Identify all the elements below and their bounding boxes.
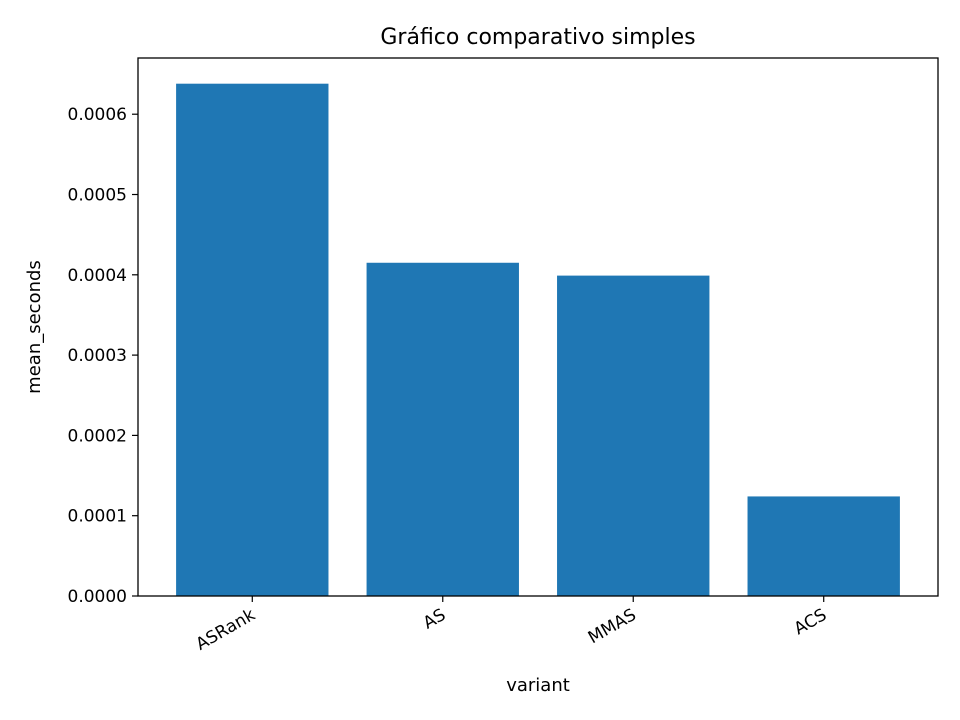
y-tick-label: 0.0000 xyxy=(68,587,127,607)
bar-asrank xyxy=(176,83,329,597)
bar-mmas xyxy=(557,275,710,596)
y-tick-label: 0.0004 xyxy=(68,266,127,286)
bar-as xyxy=(366,262,519,596)
y-tick-label: 0.0003 xyxy=(68,346,127,366)
bars-group xyxy=(176,83,900,597)
y-axis-ticks: 0.0000 0.0001 0.0002 0.0003 0.0004 0.0005 0.00… xyxy=(68,105,138,607)
chart-title: Gráfico comparativo simples xyxy=(380,25,695,50)
bar-acs xyxy=(747,496,900,596)
y-tick-label: 0.0005 xyxy=(68,186,127,206)
x-axis-label: variant xyxy=(506,675,570,696)
y-tick-label: 0.0006 xyxy=(68,105,127,125)
plot-frame xyxy=(137,57,939,597)
y-tick-label: 0.0001 xyxy=(68,507,127,527)
y-tick-label: 0.0002 xyxy=(68,426,127,446)
y-axis-label: mean_seconds xyxy=(24,260,45,394)
